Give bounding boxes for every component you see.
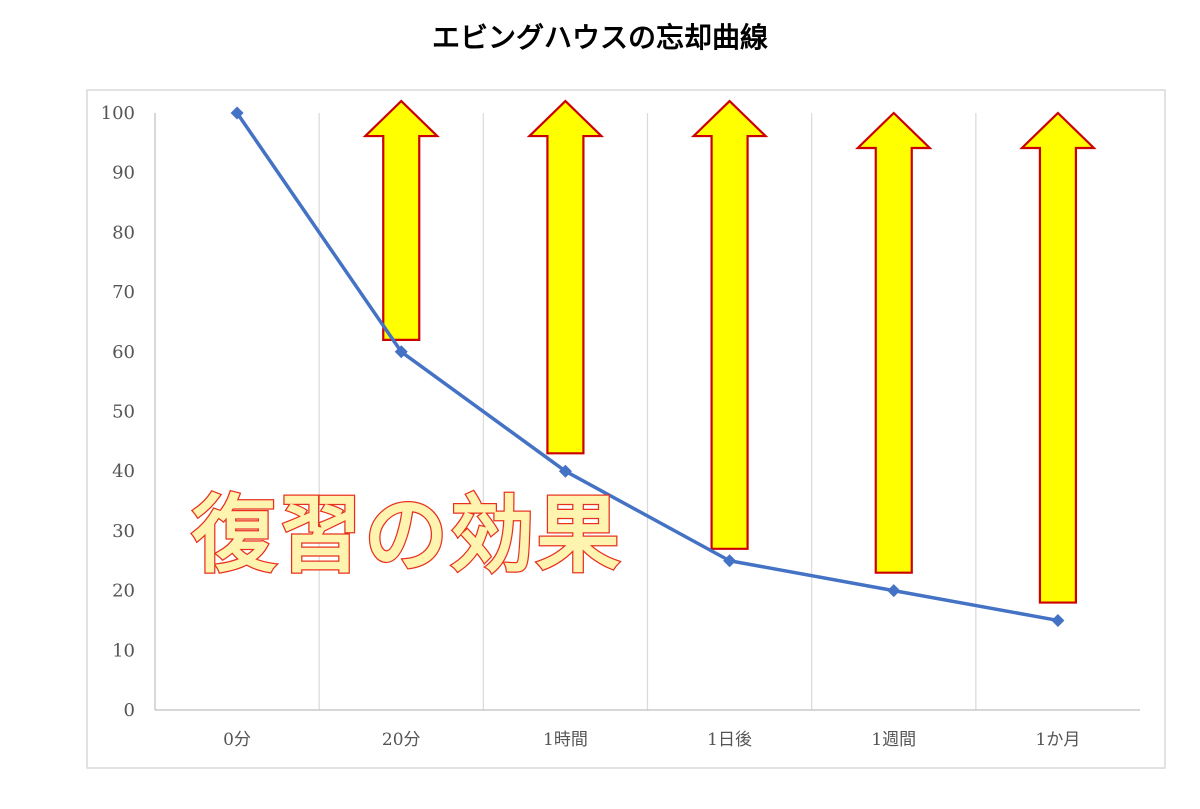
- y-tick-label: 50: [112, 402, 135, 423]
- series-line: [235, 112, 1059, 623]
- review-arrow: [526, 99, 605, 455]
- data-point: [887, 584, 901, 598]
- annotation-text: 復習の効果: [191, 485, 622, 584]
- chart-frame: [86, 89, 1166, 769]
- x-tick-label: 1か月: [1036, 730, 1081, 750]
- review-arrow: [362, 99, 440, 341]
- y-tick-label: 70: [112, 282, 135, 303]
- y-tick-label: 20: [112, 581, 135, 602]
- x-tick-label: 0分: [223, 730, 251, 750]
- data-point: [230, 106, 244, 120]
- data-point: [558, 464, 572, 478]
- review-arrow: [690, 99, 769, 550]
- data-point: [1051, 613, 1065, 627]
- x-tick-label: 1時間: [543, 730, 588, 750]
- y-tick-label: 0: [124, 700, 135, 721]
- data-point: [723, 554, 737, 568]
- data-point: [394, 345, 408, 359]
- review-arrow: [1019, 111, 1097, 604]
- y-tick-label: 90: [112, 163, 135, 184]
- y-tick-label: 60: [112, 342, 135, 363]
- x-tick-label: 1週間: [871, 730, 916, 750]
- y-tick-label: 30: [112, 521, 135, 542]
- y-tick-label: 40: [112, 461, 135, 482]
- review-arrow: [855, 111, 933, 574]
- y-tick-label: 100: [101, 103, 135, 124]
- x-tick-label: 1日後: [707, 730, 752, 750]
- y-tick-label: 10: [112, 640, 135, 661]
- y-tick-label: 80: [112, 222, 135, 243]
- x-tick-label: 20分: [382, 730, 421, 750]
- chart-title: エビングハウスの忘却曲線: [431, 21, 768, 54]
